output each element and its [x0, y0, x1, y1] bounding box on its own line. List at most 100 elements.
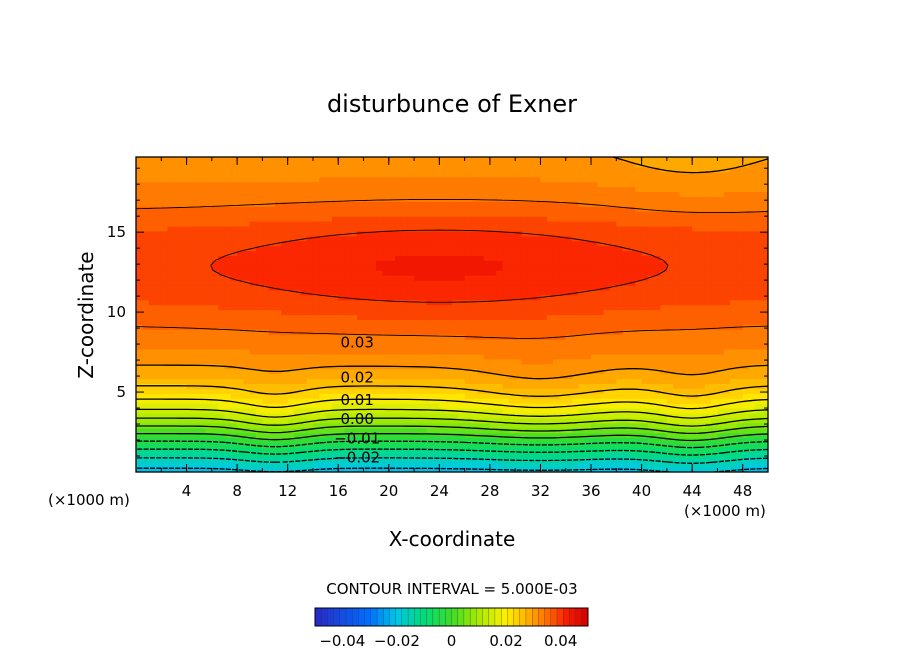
contour-cell	[369, 289, 377, 296]
contour-cell	[502, 422, 510, 429]
contour-cell	[414, 314, 421, 321]
contour-cell	[173, 280, 181, 286]
contour-cell	[489, 191, 497, 197]
contour-cell	[180, 196, 188, 202]
contour-cell	[458, 245, 466, 252]
contour-cell	[508, 245, 516, 252]
contour-cell	[294, 393, 301, 399]
contour-cell	[502, 398, 510, 404]
contour-cell	[553, 447, 561, 453]
contour-cell	[502, 442, 510, 448]
contour-cell	[262, 422, 270, 429]
contour-cell	[477, 240, 485, 247]
contour-cell	[559, 191, 567, 197]
contour-cell	[477, 373, 485, 380]
contour-cell	[414, 442, 421, 448]
contour-cell	[230, 191, 238, 197]
contour-cell	[256, 191, 263, 197]
contour-cell	[388, 260, 396, 266]
contour-cell	[331, 412, 339, 419]
contour-cell	[338, 432, 346, 439]
contour-cell	[344, 270, 352, 276]
contour-cell	[458, 166, 466, 173]
contour-cell	[192, 245, 200, 252]
contour-cell	[211, 181, 219, 188]
contour-cell	[363, 467, 371, 472]
contour-cell	[426, 166, 434, 173]
contour-cell	[256, 427, 263, 434]
contour-cell	[287, 388, 295, 394]
contour-cell	[167, 403, 175, 409]
contour-cell	[414, 191, 421, 197]
contour-cell	[521, 324, 529, 330]
contour-cell	[395, 314, 403, 321]
contour-cell	[508, 437, 516, 444]
contour-cell	[173, 309, 181, 316]
contour-cell	[350, 284, 358, 291]
contour-cell	[300, 339, 308, 345]
contour-cell	[192, 393, 200, 399]
contour-cell	[224, 314, 232, 321]
contour-cell	[622, 157, 630, 163]
contour-cell	[622, 383, 630, 389]
contour-cell	[211, 220, 219, 227]
contour-cell	[489, 284, 497, 291]
contour-cell	[603, 230, 611, 237]
contour-cell	[218, 186, 226, 193]
contour-cell	[622, 324, 630, 330]
contour-cell	[559, 363, 567, 370]
contour-cell	[306, 452, 314, 458]
contour-cell	[407, 206, 415, 212]
contour-cell	[142, 191, 150, 197]
contour-cell	[211, 467, 219, 472]
contour-cell	[319, 280, 327, 286]
contour-cell	[211, 206, 219, 212]
contour-cell	[357, 447, 365, 453]
contour-cell	[300, 225, 308, 232]
contour-cell	[173, 299, 181, 306]
contour-cell	[369, 339, 377, 345]
contour-cell	[610, 299, 617, 306]
contour-cell	[350, 211, 358, 217]
contour-cell	[161, 393, 169, 399]
contour-cell	[312, 181, 320, 188]
contour-cell	[553, 398, 561, 404]
contour-cell	[616, 275, 624, 281]
contour-cell	[211, 457, 219, 463]
contour-cell	[167, 260, 175, 266]
contour-cell	[401, 201, 409, 207]
contour-cell	[477, 201, 485, 207]
contour-cell	[363, 412, 371, 419]
contour-cell	[610, 457, 617, 463]
contour-cell	[211, 166, 219, 173]
contour-cell	[136, 260, 143, 266]
contour-cell	[445, 304, 453, 311]
contour-cell	[597, 353, 605, 360]
contour-cell	[167, 358, 175, 365]
contour-cell	[591, 211, 598, 217]
contour-cell	[230, 157, 238, 163]
contour-cell	[192, 452, 200, 458]
contour-cell	[369, 388, 377, 394]
contour-cell	[584, 157, 592, 163]
contour-cell	[180, 329, 188, 335]
contour-cell	[426, 383, 434, 389]
contour-cell	[559, 442, 567, 448]
contour-cell	[192, 339, 200, 345]
contour-cell	[591, 255, 598, 261]
contour-cell	[496, 447, 504, 453]
contour-cell	[180, 452, 188, 458]
contour-cell	[521, 235, 529, 242]
contour-cell	[433, 304, 440, 311]
contour-cell	[464, 368, 472, 375]
contour-cell	[186, 157, 194, 163]
contour-cell	[452, 275, 459, 281]
contour-cell	[584, 422, 592, 429]
contour-cell	[230, 462, 238, 468]
contour-cell	[483, 225, 491, 232]
contour-cell	[591, 220, 598, 227]
contour-cell	[388, 284, 396, 291]
contour-cell	[237, 442, 245, 448]
contour-cell	[205, 412, 213, 419]
contour-cell	[464, 329, 472, 335]
